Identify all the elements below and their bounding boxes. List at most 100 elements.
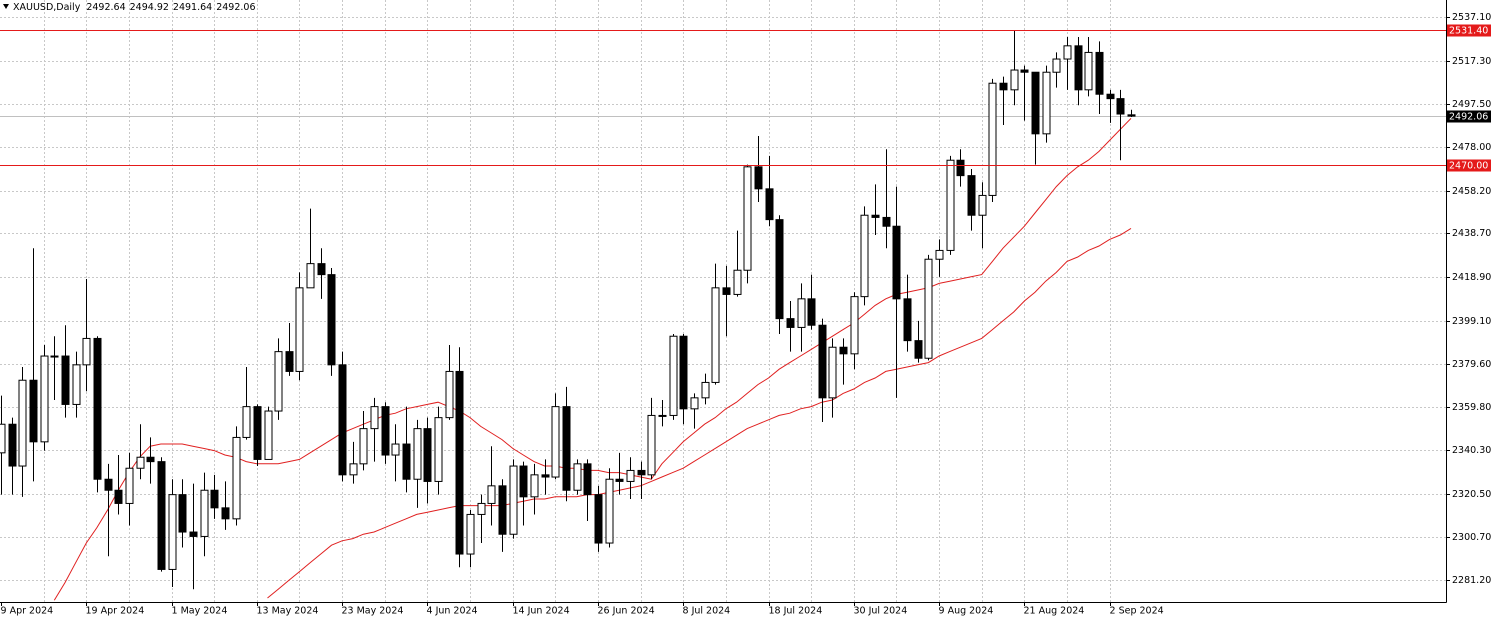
level-label: 2531.40 bbox=[1449, 26, 1488, 37]
candle-body bbox=[391, 443, 400, 456]
x-tick-label: 9 Aug 2024 bbox=[939, 606, 994, 617]
candle-body bbox=[594, 494, 603, 544]
plot-area bbox=[0, 30, 1446, 601]
candle-body bbox=[562, 406, 571, 491]
x-tick-label: 9 Apr 2024 bbox=[1, 606, 54, 617]
candle-body bbox=[157, 461, 166, 570]
candle-body bbox=[914, 340, 923, 359]
candle-body bbox=[786, 318, 795, 328]
candle-body bbox=[487, 485, 496, 504]
candle-body bbox=[189, 531, 198, 537]
candle-body bbox=[18, 379, 27, 467]
x-tick-label: 4 Jun 2024 bbox=[427, 606, 478, 617]
y-tick-label: 2359.80 bbox=[1452, 402, 1491, 413]
y-tick-label: 2478.00 bbox=[1452, 142, 1491, 153]
candle-body bbox=[946, 159, 955, 251]
candle-body bbox=[892, 225, 901, 300]
candle-body bbox=[733, 269, 742, 295]
candle-body bbox=[765, 188, 774, 221]
candle-body bbox=[178, 494, 187, 533]
level-label-box bbox=[1447, 159, 1491, 172]
y-tick-label: 2320.50 bbox=[1452, 489, 1491, 500]
candle-body bbox=[605, 478, 614, 544]
candle-body bbox=[509, 465, 518, 535]
candle-body bbox=[903, 298, 912, 342]
candle-body bbox=[1020, 69, 1029, 73]
candle-body bbox=[1010, 69, 1019, 91]
candle-body bbox=[669, 335, 678, 416]
x-tick-label: 8 Jul 2024 bbox=[683, 606, 731, 617]
candle-body bbox=[8, 423, 17, 467]
candle-body bbox=[679, 335, 688, 410]
candle-body bbox=[349, 463, 358, 476]
y-tick-label: 2340.30 bbox=[1452, 445, 1491, 456]
candle-body bbox=[477, 502, 486, 515]
y-tick-label: 2438.70 bbox=[1452, 228, 1491, 239]
candle-body bbox=[839, 346, 848, 355]
symbol: XAUUSD,Daily bbox=[13, 2, 81, 13]
candle-body bbox=[573, 463, 582, 491]
candle-body bbox=[0, 423, 6, 454]
candle-body bbox=[722, 287, 731, 295]
candle-body bbox=[221, 507, 230, 520]
candle-body bbox=[956, 159, 965, 177]
x-tick-label: 26 Jun 2024 bbox=[598, 606, 655, 617]
level-label-box bbox=[1447, 24, 1491, 37]
candle-body bbox=[434, 417, 443, 482]
candle-body bbox=[850, 296, 859, 355]
candle-body bbox=[125, 467, 134, 504]
candle-body bbox=[743, 166, 752, 271]
y-tick-label: 2458.20 bbox=[1452, 186, 1491, 197]
candle-body bbox=[114, 489, 123, 504]
y-tick-label: 2497.50 bbox=[1452, 99, 1491, 110]
candle-body bbox=[551, 406, 560, 478]
x-tick-label: 23 May 2024 bbox=[342, 606, 404, 617]
menu-arrow[interactable] bbox=[3, 4, 9, 9]
candle-body bbox=[498, 485, 507, 535]
candle-body bbox=[690, 397, 699, 410]
candle-body bbox=[583, 463, 592, 496]
candle-body bbox=[317, 263, 326, 276]
candle-body bbox=[615, 478, 624, 482]
x-tick-label: 13 May 2024 bbox=[257, 606, 319, 617]
y-tick-label: 2418.90 bbox=[1452, 272, 1491, 283]
candle-body bbox=[999, 82, 1008, 91]
price-label: 2492.06 bbox=[1449, 112, 1488, 123]
header-high: 2494.92 bbox=[130, 2, 169, 13]
candle-body bbox=[1063, 45, 1072, 60]
candle-body bbox=[413, 428, 422, 480]
x-tick-label: 18 Jul 2024 bbox=[769, 606, 823, 617]
candle-body bbox=[146, 456, 155, 463]
candle-body bbox=[530, 474, 539, 498]
y-tick-label: 2399.10 bbox=[1452, 316, 1491, 327]
candle-body bbox=[1052, 58, 1061, 73]
candle-body bbox=[541, 474, 550, 478]
candle-body bbox=[519, 465, 528, 498]
candle-body bbox=[168, 494, 177, 570]
candle-body bbox=[701, 381, 710, 399]
candle-body bbox=[466, 513, 475, 555]
x-tick-label: 2 Sep 2024 bbox=[1110, 606, 1164, 617]
candle-body bbox=[306, 263, 315, 289]
y-tick-label: 2281.20 bbox=[1452, 575, 1491, 586]
candle-body bbox=[253, 406, 262, 460]
candle-body bbox=[274, 351, 283, 412]
candle-body bbox=[93, 337, 102, 480]
candle-body bbox=[402, 443, 411, 480]
candle-body bbox=[285, 351, 294, 372]
candle-body bbox=[828, 346, 837, 399]
candle-body bbox=[978, 194, 987, 216]
candle-body bbox=[72, 364, 81, 405]
candle-body bbox=[807, 298, 816, 326]
y-tick-label: 2517.30 bbox=[1452, 56, 1491, 67]
candle-body bbox=[338, 364, 347, 476]
candle-body bbox=[754, 166, 763, 190]
candle-body bbox=[264, 410, 273, 460]
candle-body bbox=[860, 214, 869, 298]
candle-body bbox=[1042, 71, 1051, 135]
candle-body bbox=[40, 355, 49, 443]
candle-body bbox=[882, 216, 891, 227]
candle-body bbox=[1095, 51, 1104, 95]
header-low: 2491.64 bbox=[173, 2, 212, 13]
